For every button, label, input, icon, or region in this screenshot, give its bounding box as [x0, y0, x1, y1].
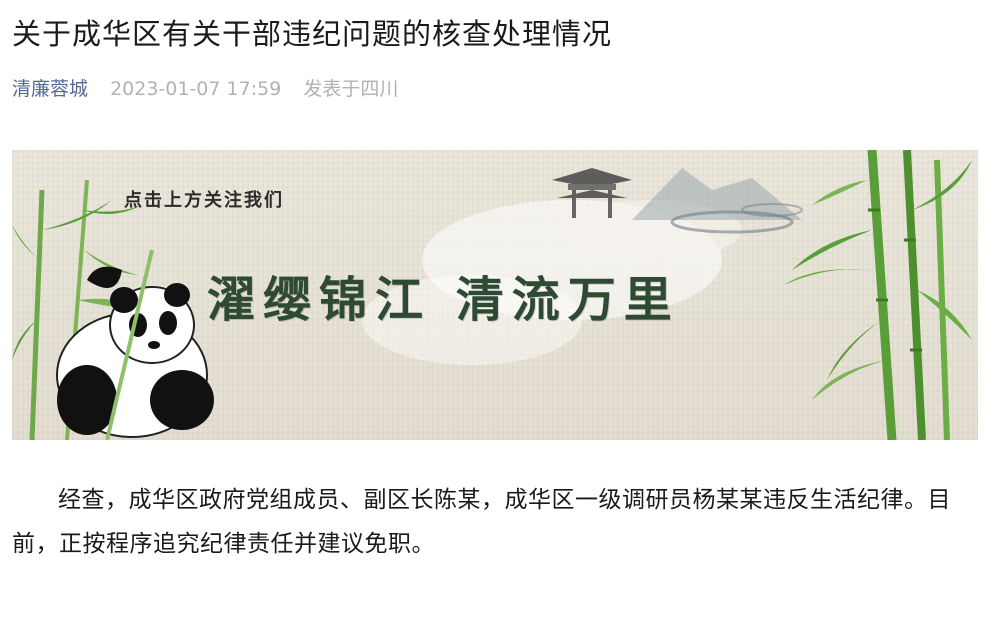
- banner-artwork: [12, 150, 972, 440]
- article-meta: 清廉蓉城 2023-01-07 17:59 发表于四川: [12, 76, 398, 102]
- panda-icon: [56, 249, 214, 440]
- banner-slogan: 濯缨锦江 清流万里: [207, 272, 680, 328]
- account-name-link[interactable]: 清廉蓉城: [12, 78, 89, 100]
- bamboo-right-icon: [784, 150, 972, 440]
- banner-subtitle: 点击上方关注我们: [124, 190, 284, 211]
- article-title: 关于成华区有关干部违纪问题的核查处理情况: [12, 17, 613, 51]
- publish-location: 发表于四川: [303, 78, 399, 100]
- banner-image: 点击上方关注我们 濯缨锦江 清流万里: [12, 150, 978, 440]
- article-body: 经查，成华区政府党组成员、副区长陈某，成华区一级调研员杨某某违反生活纪律。目前，…: [12, 487, 951, 557]
- pavilion-icon: [552, 168, 632, 218]
- publish-date: 2023-01-07 17:59: [110, 78, 282, 100]
